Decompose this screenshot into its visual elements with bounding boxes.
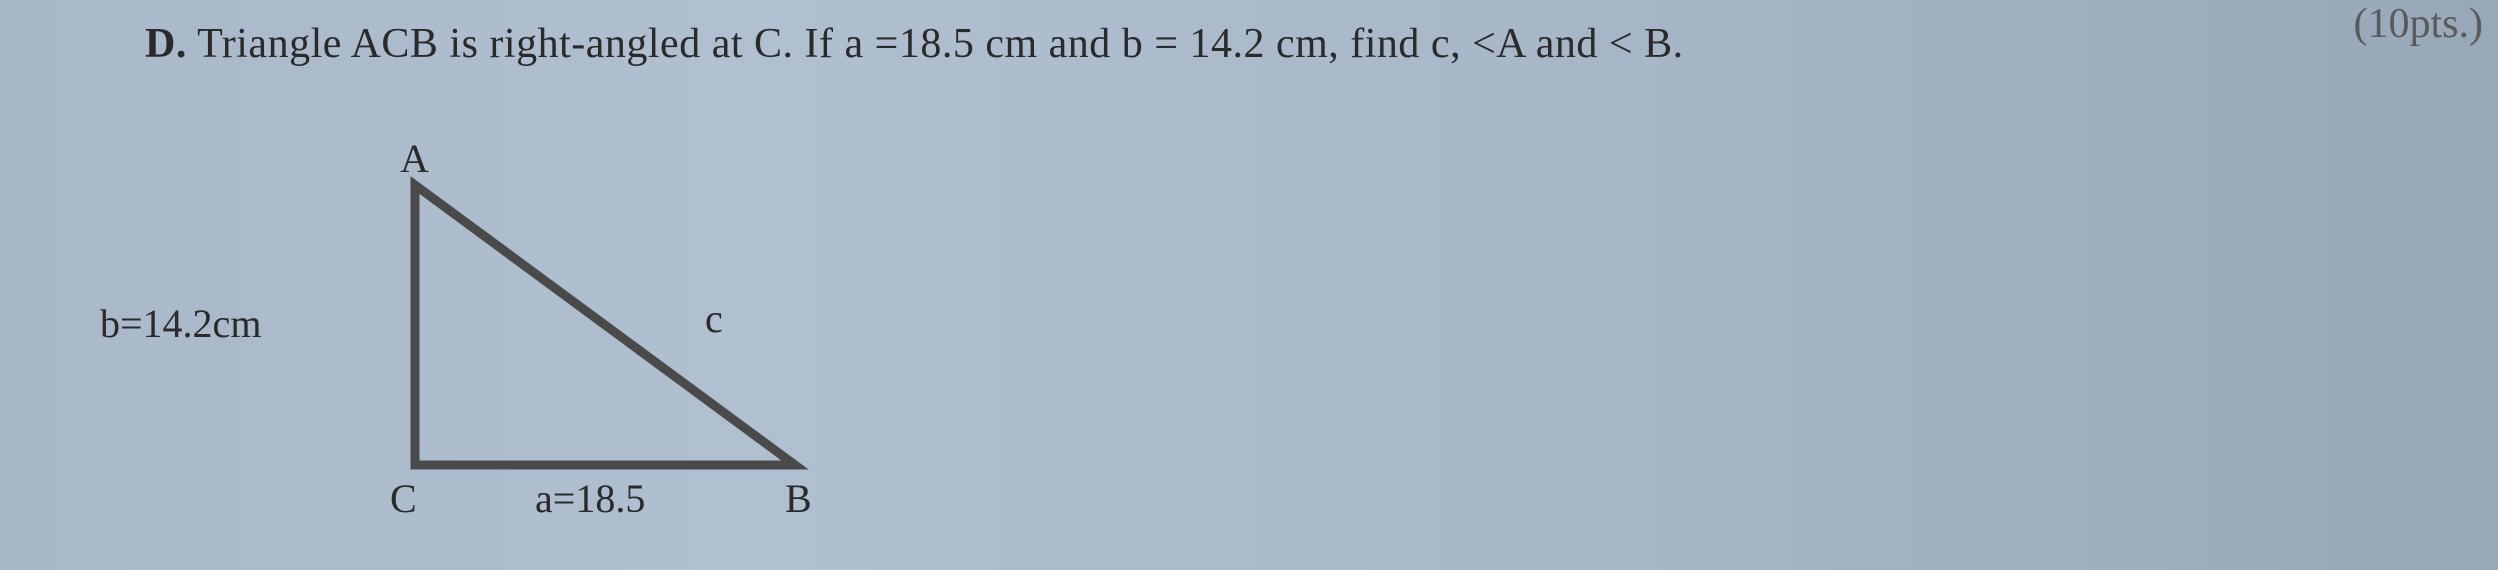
triangle-diagram xyxy=(395,175,815,485)
vertex-label-b: B xyxy=(785,475,812,522)
points-label: (10pts.) xyxy=(2354,0,2484,48)
question-letter: D. xyxy=(145,21,187,67)
question-text: D. Triangle ACB is right-angled at C. If… xyxy=(145,20,1684,68)
side-b-label: b=14.2cm xyxy=(100,300,261,347)
side-a-label: a=18.5 xyxy=(535,475,645,522)
side-c-label: c xyxy=(705,295,723,342)
vertex-label-c: C xyxy=(390,475,417,522)
triangle-shape xyxy=(415,185,795,465)
vertex-label-a: A xyxy=(400,135,429,182)
question-body: Triangle ACB is right-angled at C. If a … xyxy=(197,21,1684,67)
